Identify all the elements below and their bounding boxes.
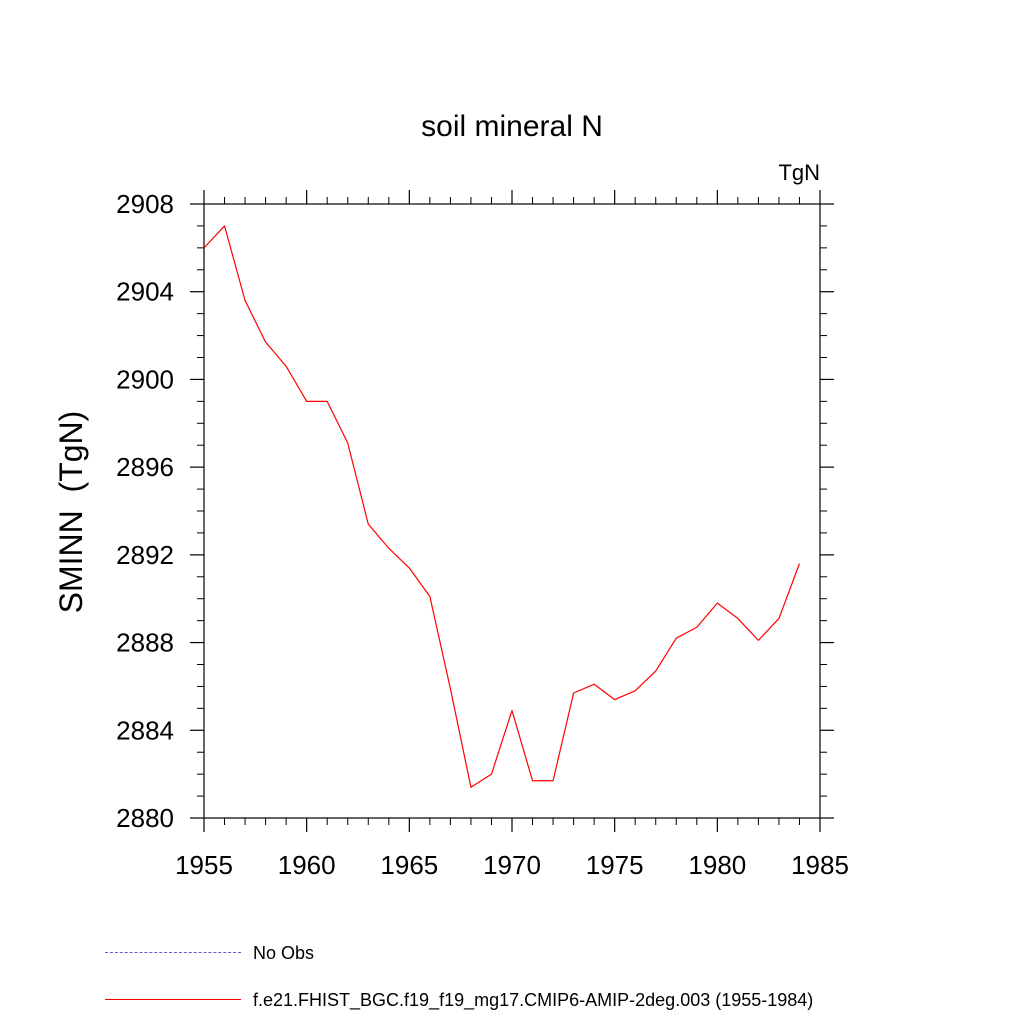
x-tick-label: 1985 (791, 850, 849, 880)
y-tick-label: 2896 (116, 452, 174, 482)
y-tick-label: 2888 (116, 628, 174, 658)
units-label: TgN (778, 160, 820, 185)
legend-swatch-dashed (105, 952, 241, 953)
legend-label: f.e21.FHIST_BGC.f19_f19_mg17.CMIP6-AMIP-… (253, 990, 814, 1010)
x-tick-label: 1960 (278, 850, 336, 880)
y-tick-label: 2900 (116, 364, 174, 394)
legend-item-model-run: f.e21.FHIST_BGC.f19_f19_mg17.CMIP6-AMIP-… (105, 985, 985, 1015)
x-tick-label: 1965 (380, 850, 438, 880)
chart-title: soil mineral N (421, 110, 603, 143)
y-tick-label: 2892 (116, 540, 174, 570)
series-line (203, 225, 801, 788)
y-tick-label: 2908 (116, 189, 174, 219)
x-tick-label: 1955 (175, 850, 233, 880)
series-layer (203, 225, 801, 788)
x-tick-label: 1970 (483, 850, 541, 880)
legend-item-no-obs: No Obs (105, 938, 985, 968)
axis-ticks: 1955 1960 1965 1970 1975 1980 1985 2880 2884 2888… (116, 189, 849, 880)
y-tick-label: 2904 (116, 277, 174, 307)
y-axis-label: SMINN (TgN) (53, 411, 89, 614)
y-tick-label: 2880 (116, 803, 174, 833)
legend-swatch-solid (105, 999, 241, 1000)
plot-frame (203, 203, 821, 819)
y-tick-label: 2884 (116, 715, 174, 745)
legend-label: No Obs (253, 943, 315, 963)
x-tick-label: 1980 (688, 850, 746, 880)
x-tick-label: 1975 (586, 850, 644, 880)
